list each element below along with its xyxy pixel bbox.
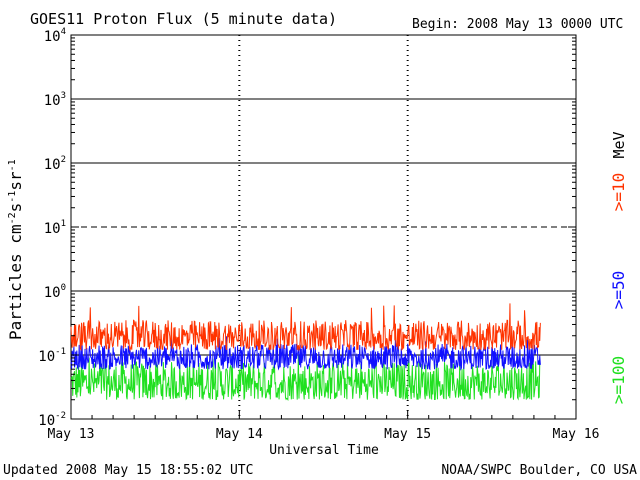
x-tick-label: May 13: [48, 427, 95, 442]
updated-timestamp: Updated 2008 May 15 18:55:02 UTC: [3, 463, 253, 478]
chart-title: GOES11 Proton Flux (5 minute data): [30, 10, 337, 28]
series-line-ge50: [70, 336, 541, 371]
tick-layer: 10-2 10-1 100 101 102 103 104 May 13 May 14 May 1…: [38, 27, 599, 442]
y-tick-label: 102: [44, 155, 66, 173]
x-tick-label: May 15: [384, 427, 431, 442]
credit-label: NOAA/SWPC Boulder, CO USA: [441, 463, 637, 478]
x-tick-label: May 16: [553, 427, 600, 442]
legend-ge10: >=10: [609, 173, 628, 212]
y-tick-label: 101: [44, 219, 66, 237]
y-tick-label: 103: [44, 91, 66, 109]
y-tick-label: 100: [44, 283, 66, 301]
y-axis-label: Particles cm-2s-1sr-1: [6, 159, 25, 340]
series-line-ge10: [70, 303, 541, 352]
legend-ge100: >=100: [609, 356, 628, 404]
series-line-ge100: [70, 355, 541, 402]
legend-ge50: >=50: [609, 271, 628, 310]
y-tick-label: 104: [44, 27, 66, 45]
y-axis-label-text: Particles cm: [6, 224, 25, 340]
x-axis-label: Universal Time: [269, 443, 379, 458]
x-tick-label: May 14: [216, 427, 263, 442]
series-layer: [70, 303, 541, 402]
legend-unit: MeV: [610, 131, 628, 158]
y-tick-label: 10-1: [38, 347, 66, 365]
begin-time-label: Begin: 2008 May 13 0000 UTC: [412, 17, 623, 32]
y-tick-label: 10-2: [38, 411, 66, 429]
